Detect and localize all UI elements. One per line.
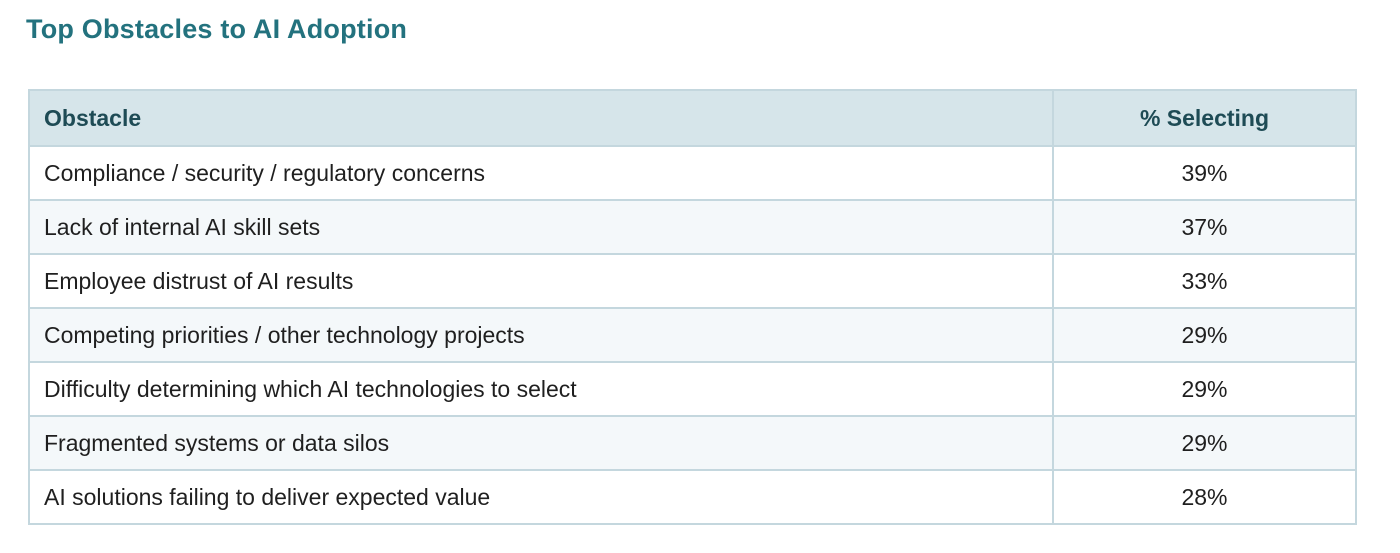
table-row: AI solutions failing to deliver expected… (28, 469, 1357, 525)
obstacle-cell: Lack of internal AI skill sets (28, 199, 1054, 255)
column-header-percent-selecting: % Selecting (1052, 89, 1357, 147)
table-row: Competing priorities / other technology … (28, 307, 1357, 363)
obstacle-cell: Competing priorities / other technology … (28, 307, 1054, 363)
percent-cell: 29% (1052, 415, 1357, 471)
column-header-obstacle: Obstacle (28, 89, 1054, 147)
table-row: Lack of internal AI skill sets 37% (28, 199, 1357, 255)
percent-cell: 29% (1052, 361, 1357, 417)
obstacles-table: Obstacle % Selecting Compliance / securi… (28, 89, 1357, 525)
percent-cell: 28% (1052, 469, 1357, 525)
table-row: Compliance / security / regulatory conce… (28, 145, 1357, 201)
percent-cell: 37% (1052, 199, 1357, 255)
table-row: Fragmented systems or data silos 29% (28, 415, 1357, 471)
percent-cell: 33% (1052, 253, 1357, 309)
percent-cell: 39% (1052, 145, 1357, 201)
table-row: Employee distrust of AI results 33% (28, 253, 1357, 309)
percent-cell: 29% (1052, 307, 1357, 363)
table-row: Difficulty determining which AI technolo… (28, 361, 1357, 417)
obstacle-cell: Employee distrust of AI results (28, 253, 1054, 309)
table-header-row: Obstacle % Selecting (28, 89, 1357, 147)
obstacle-cell: Compliance / security / regulatory conce… (28, 145, 1054, 201)
obstacle-cell: Difficulty determining which AI technolo… (28, 361, 1054, 417)
obstacle-cell: AI solutions failing to deliver expected… (28, 469, 1054, 525)
obstacle-cell: Fragmented systems or data silos (28, 415, 1054, 471)
table-title: Top Obstacles to AI Adoption (26, 14, 408, 44)
